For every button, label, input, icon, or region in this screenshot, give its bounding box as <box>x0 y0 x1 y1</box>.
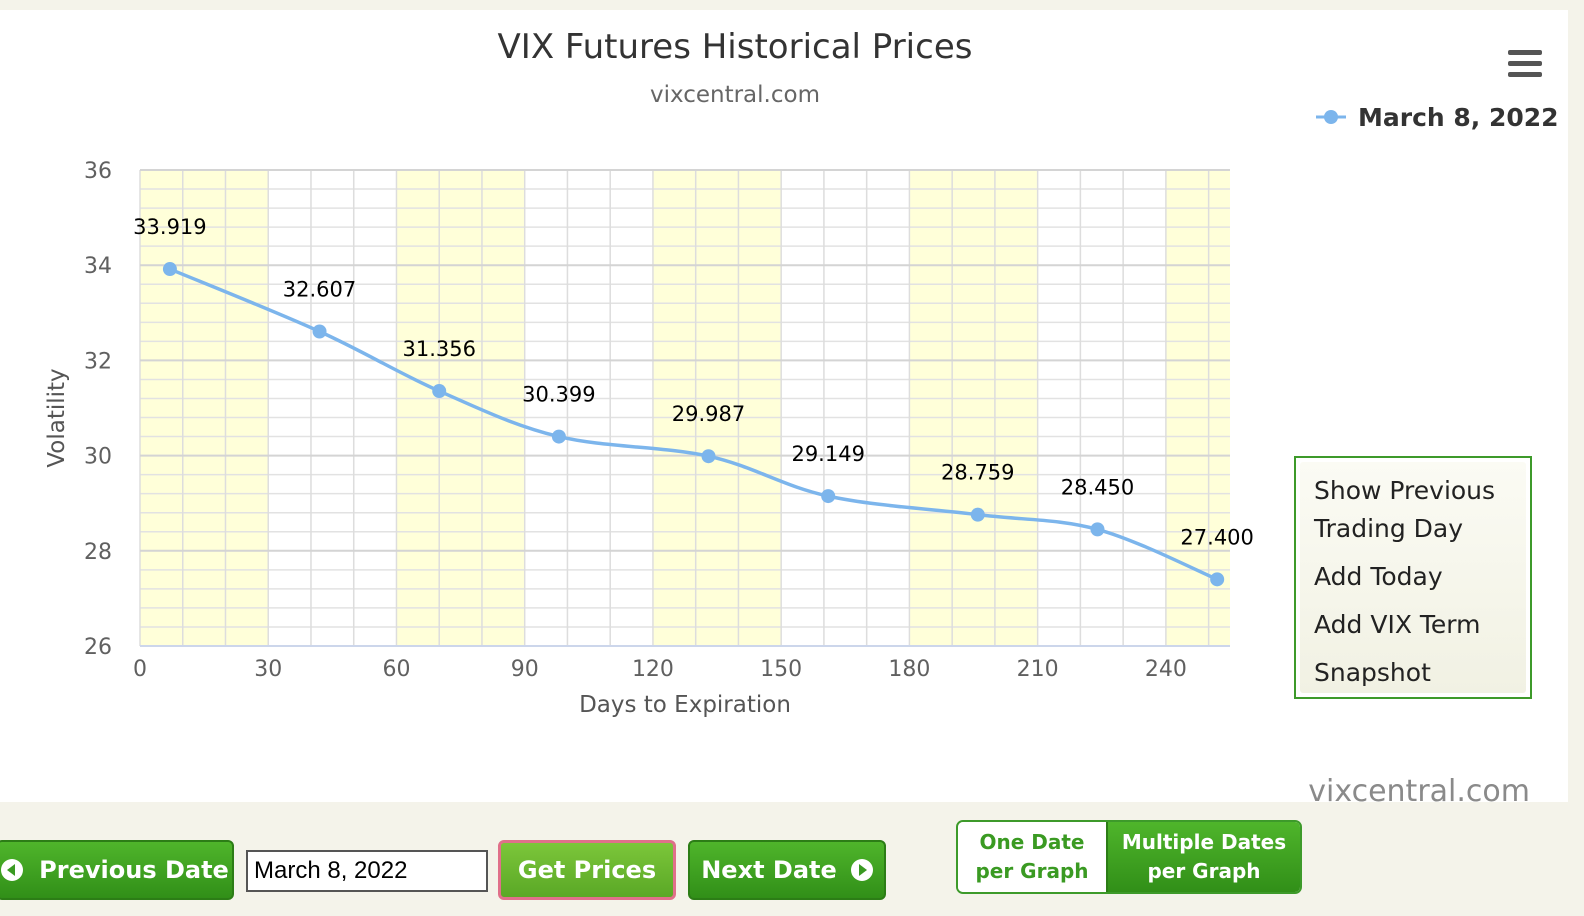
multiple-dates-per-graph-option[interactable]: Multiple Dates per Graph <box>1106 822 1300 892</box>
x-tick-label: 180 <box>888 657 930 682</box>
graph-mode-toggle: One Date per Graph Multiple Dates per Gr… <box>956 820 1302 894</box>
chart-subtitle: vixcentral.com <box>650 82 820 108</box>
circle-arrow-left-icon <box>1 859 24 881</box>
get-prices-label: Get Prices <box>517 856 657 884</box>
x-tick-label: 90 <box>511 657 539 682</box>
data-point <box>1090 522 1105 537</box>
legend-symbol-marker <box>1324 110 1338 124</box>
menu-item[interactable]: Add Today <box>1314 562 1443 591</box>
y-tick-label: 30 <box>84 445 112 470</box>
one-date-per-graph-option[interactable]: One Date per Graph <box>958 822 1106 892</box>
data-label: 29.987 <box>672 402 745 426</box>
chart-title: VIX Futures Historical Prices <box>498 27 973 67</box>
x-tick-label: 60 <box>382 657 410 682</box>
x-tick-label: 210 <box>1017 657 1059 682</box>
get-prices-button[interactable]: Get Prices <box>498 840 676 900</box>
x-axis-title: Days to Expiration <box>579 692 791 718</box>
x-tick-label: 120 <box>632 657 674 682</box>
data-label: 29.149 <box>791 442 864 466</box>
x-tick-label: 150 <box>760 657 802 682</box>
next-date-button[interactable]: Next Date <box>688 840 886 900</box>
data-label: 32.607 <box>283 278 356 302</box>
data-label: 30.399 <box>522 383 595 407</box>
data-point <box>970 507 985 522</box>
y-tick-label: 28 <box>84 540 112 565</box>
y-tick-label: 32 <box>84 349 112 374</box>
date-input[interactable] <box>246 850 488 892</box>
context-menu: Show Previous Trading Day Add Today Add VI… <box>1294 456 1532 699</box>
circle-arrow-right-icon <box>850 859 873 881</box>
chart-svg: 26 28 30 32 34 36 0 30 60 90 120 150 180 210 240 Days t… <box>44 27 1559 718</box>
x-tick-label: 0 <box>133 657 147 682</box>
multiple-dates-label: Multiple Dates per Graph <box>1121 830 1287 883</box>
data-point <box>312 324 327 339</box>
plot-band <box>909 170 1038 646</box>
previous-date-button[interactable]: Previous Date <box>0 840 234 900</box>
plot-band <box>396 170 525 646</box>
plot-band <box>140 170 269 646</box>
data-label: 28.450 <box>1061 475 1134 499</box>
data-point <box>432 384 447 399</box>
data-point <box>1210 572 1225 587</box>
one-date-label: One Date per Graph <box>975 830 1089 883</box>
data-label: 27.400 <box>1180 525 1253 549</box>
y-axis-title: Volatility <box>44 368 70 467</box>
data-point <box>162 262 177 277</box>
menu-item[interactable]: Show Previous Trading Day <box>1314 476 1496 543</box>
data-point <box>701 449 716 464</box>
legend-item[interactable]: March 8, 2022 <box>1358 103 1559 132</box>
y-tick-label: 34 <box>84 254 112 279</box>
x-tick-label: 240 <box>1145 657 1187 682</box>
menu-item[interactable]: Snapshot <box>1314 658 1431 687</box>
plot-band <box>1165 170 1230 646</box>
y-tick-label: 26 <box>84 635 112 660</box>
data-label: 28.759 <box>941 461 1014 485</box>
credit-watermark[interactable]: vixcentral.com <box>1308 774 1530 809</box>
menu-item[interactable]: Add VIX Term <box>1314 610 1481 639</box>
hamburger-menu-icon[interactable] <box>1508 50 1542 78</box>
chart-panel: 26 28 30 32 34 36 0 30 60 90 120 150 180 210 240 Days t… <box>0 10 1568 809</box>
x-tick-label: 30 <box>254 657 282 682</box>
data-point <box>551 429 566 444</box>
data-label: 31.356 <box>402 337 475 361</box>
plot-band <box>652 170 782 646</box>
y-tick-label: 36 <box>84 159 112 184</box>
next-date-label: Next Date <box>701 856 837 884</box>
data-label: 33.919 <box>133 215 206 239</box>
previous-date-label: Previous Date <box>39 856 229 884</box>
data-point <box>821 489 836 504</box>
